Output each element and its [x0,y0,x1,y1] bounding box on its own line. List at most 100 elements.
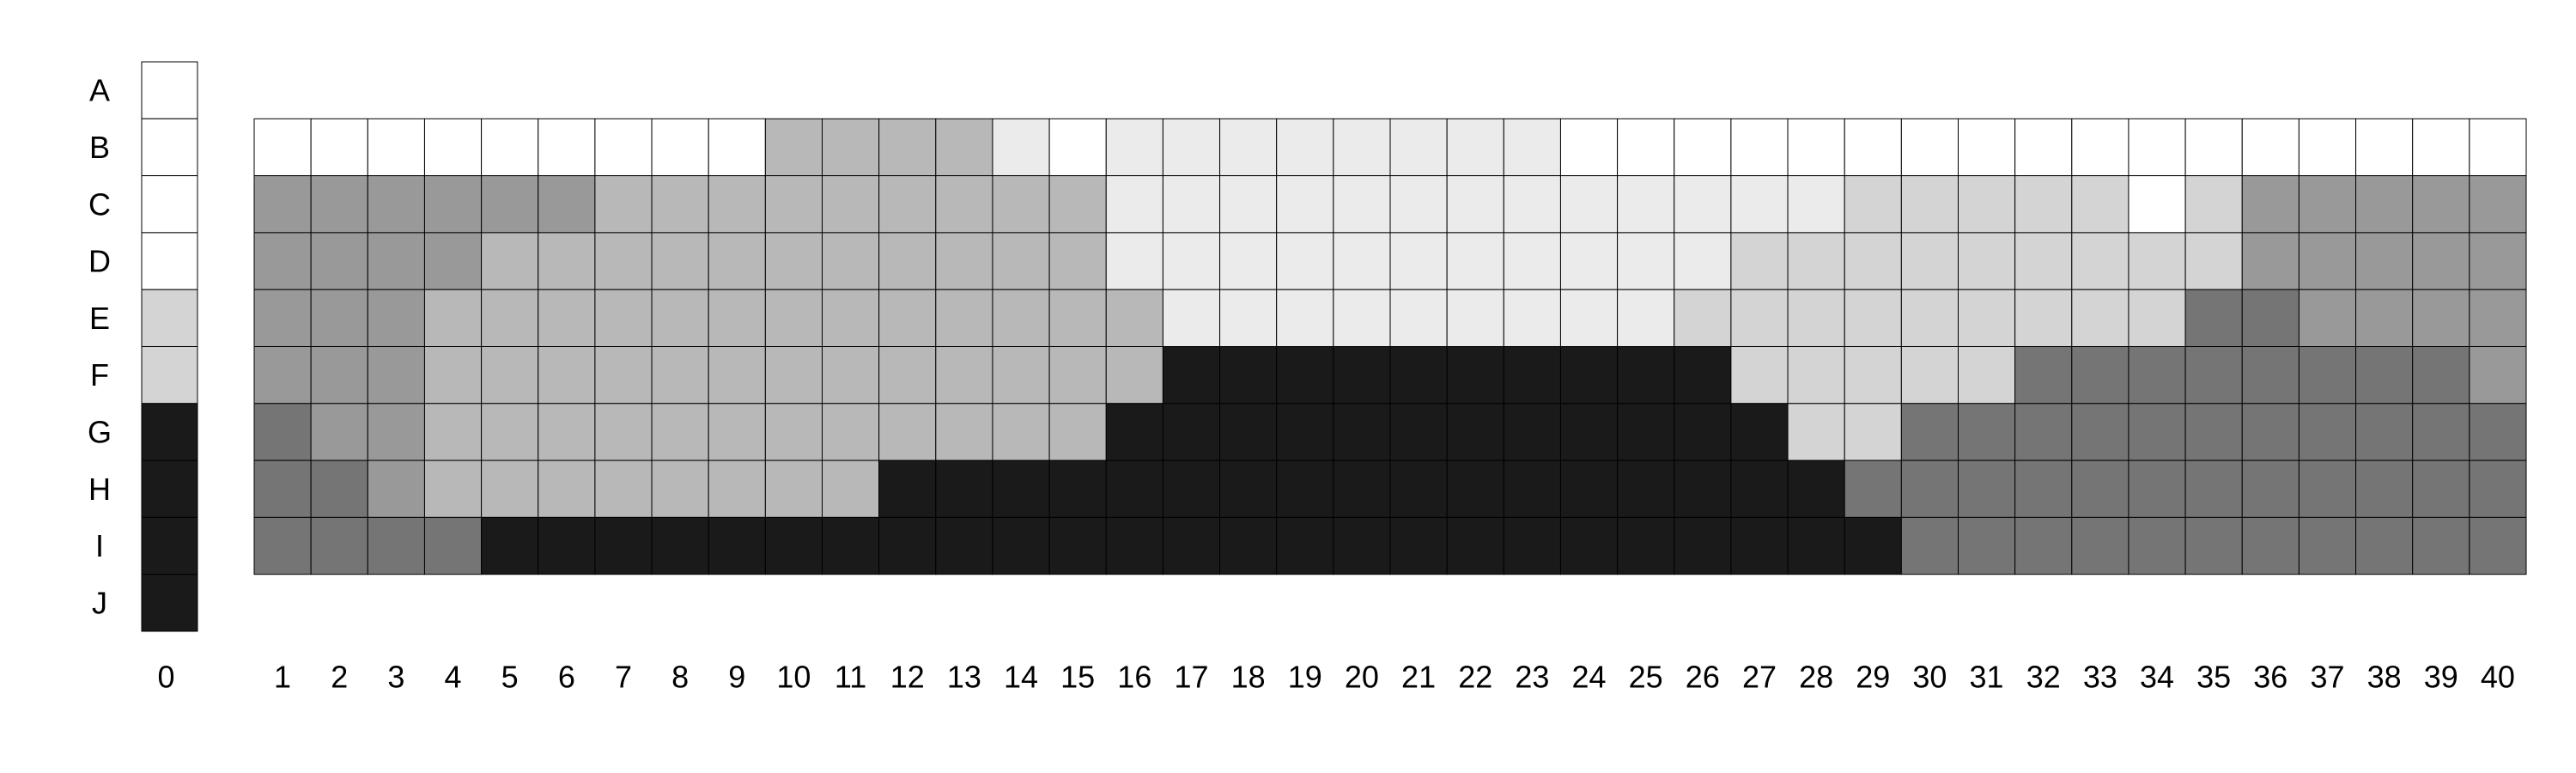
cell-G-24 [1559,403,1619,461]
cell-F-15 [1048,346,1107,405]
cell-E-20 [1333,289,1391,348]
cell-I-28 [1787,516,1845,575]
col-label-35: 35 [2196,660,2231,695]
col-label-4: 4 [445,660,462,695]
cell-H-24 [1559,460,1619,518]
cell-E-21 [1389,289,1448,348]
col-label-39: 39 [2424,660,2458,695]
col-label-15: 15 [1060,660,1095,695]
cell-D-3 [367,232,425,290]
cell-I-15 [1048,516,1107,575]
cell-I-9 [708,516,766,575]
cell-G-5 [481,403,539,461]
cell-I-0 [141,516,198,575]
cell-H-33 [2071,460,2129,518]
cell-H-27 [1730,460,1789,518]
cell-C-29 [1844,175,1902,234]
cell-I-26 [1674,516,1732,575]
cell-C-24 [1559,175,1619,234]
cell-B-5 [481,118,539,177]
cell-B-34 [2128,118,2186,177]
cell-D-37 [2298,232,2357,290]
cell-B-22 [1446,118,1504,177]
cell-I-35 [2184,516,2243,575]
cell-I-12 [878,516,937,575]
cell-E-12 [878,289,937,348]
cell-H-23 [1503,460,1561,518]
cell-G-28 [1787,403,1845,461]
cell-E-30 [1900,289,1959,348]
cell-G-11 [822,403,880,461]
cell-F-32 [2014,346,2073,405]
col-label-36: 36 [2253,660,2287,695]
cell-C-6 [538,175,596,234]
cell-D-15 [1048,232,1107,290]
cell-G-6 [538,403,596,461]
cell-D-14 [992,232,1050,290]
cell-B-39 [2412,118,2470,177]
cell-G-15 [1048,403,1107,461]
col-label-0: 0 [157,660,174,695]
cell-G-29 [1844,403,1902,461]
cell-C-34 [2128,175,2186,234]
cell-H-22 [1446,460,1504,518]
cell-C-3 [367,175,425,234]
cell-E-11 [822,289,880,348]
cell-H-2 [310,460,368,518]
cell-C-39 [2412,175,2470,234]
cell-F-8 [651,346,709,405]
cell-B-20 [1333,118,1391,177]
col-label-13: 13 [947,660,981,695]
cell-J-0 [141,574,198,632]
cell-I-40 [2469,516,2527,575]
cell-F-30 [1900,346,1959,405]
cell-D-21 [1389,232,1448,290]
cell-C-12 [878,175,937,234]
cell-I-2 [310,516,368,575]
cell-G-19 [1276,403,1334,461]
cell-G-0 [141,403,198,461]
row-label-I: I [95,528,104,563]
cell-D-16 [1105,232,1163,290]
cell-F-28 [1787,346,1845,405]
col-label-37: 37 [2310,660,2344,695]
cell-B-37 [2298,118,2357,177]
cell-B-11 [822,118,880,177]
cell-A-0 [141,61,198,119]
cell-H-26 [1674,460,1732,518]
cell-E-6 [538,289,596,348]
col-label-17: 17 [1174,660,1208,695]
cell-G-17 [1162,403,1221,461]
cell-C-0 [141,175,198,234]
cell-C-20 [1333,175,1391,234]
cell-D-29 [1844,232,1902,290]
cell-B-30 [1900,118,1959,177]
cell-B-23 [1503,118,1561,177]
cell-I-6 [538,516,596,575]
cell-F-19 [1276,346,1334,405]
cell-G-8 [651,403,709,461]
col-label-19: 19 [1288,660,1322,695]
cell-E-10 [764,289,823,348]
cell-H-13 [935,460,993,518]
cell-B-10 [764,118,823,177]
cell-C-14 [992,175,1050,234]
col-label-7: 7 [615,660,632,695]
col-label-27: 27 [1742,660,1777,695]
cell-H-36 [2241,460,2300,518]
cell-G-40 [2469,403,2527,461]
cell-I-7 [594,516,653,575]
cell-B-28 [1787,118,1845,177]
cell-F-12 [878,346,937,405]
cell-G-20 [1333,403,1391,461]
cell-D-0 [141,232,198,290]
cell-C-38 [2355,175,2414,234]
cell-I-19 [1276,516,1334,575]
cell-F-39 [2412,346,2470,405]
cell-H-18 [1219,460,1278,518]
cell-G-31 [1958,403,2016,461]
cell-B-24 [1559,118,1619,177]
row-label-E: E [89,301,110,336]
cell-H-5 [481,460,539,518]
cell-D-39 [2412,232,2470,290]
